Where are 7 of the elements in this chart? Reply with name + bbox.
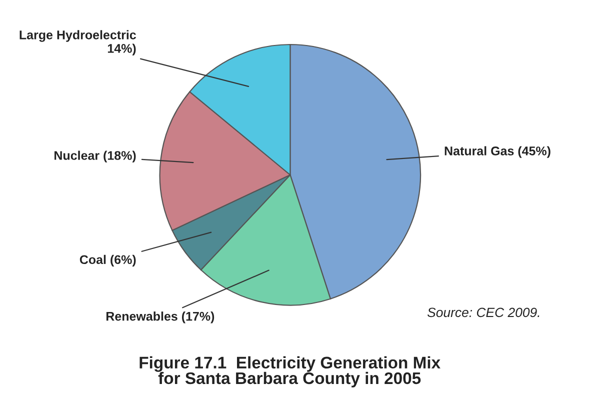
slice-label: Coal (6%): [80, 254, 136, 267]
source-note: Source: CEC 2009.: [427, 308, 540, 318]
slice-label: Large Hydroelectric 14%): [20, 30, 136, 56]
slice-label: Renewables (17%): [106, 312, 214, 324]
slice-label: Nuclear (18%): [54, 150, 136, 162]
text: Figure 17.1 Electricity Generation Mix for Santa Barbara County in 2005: [140, 356, 440, 388]
slice-label: Natural Gas (45%): [444, 146, 550, 158]
